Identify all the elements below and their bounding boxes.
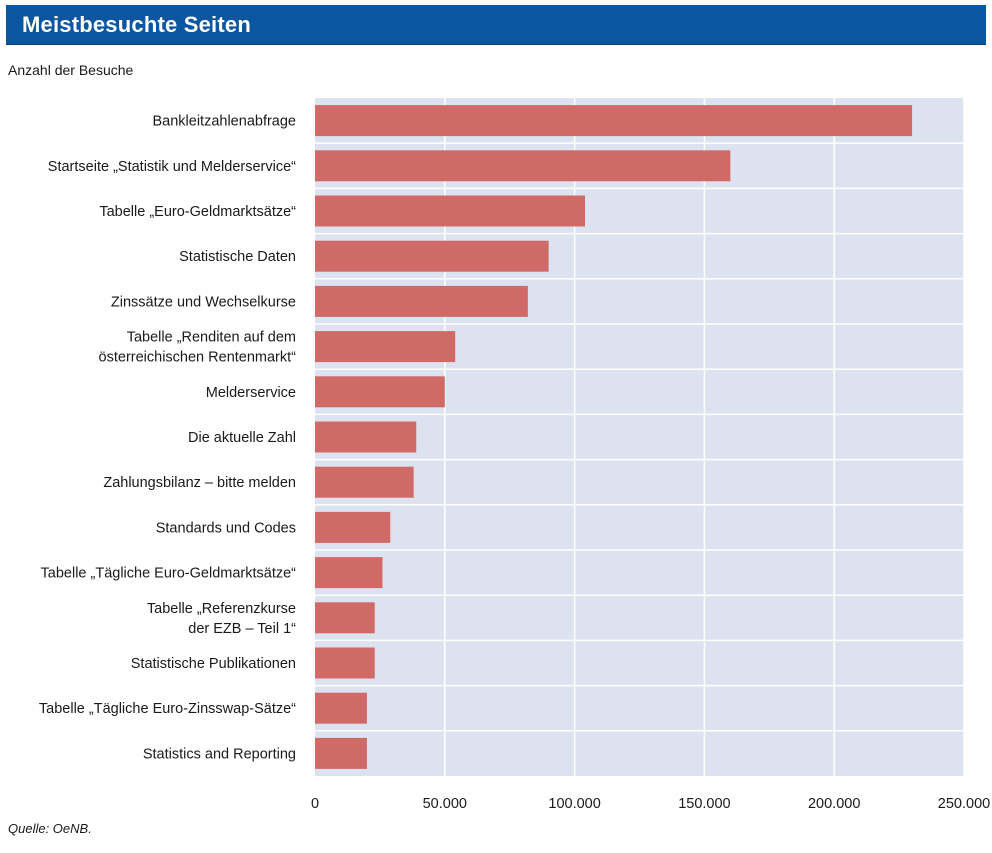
source-note: Quelle: OeNB.: [8, 821, 92, 836]
category-label-line: österreichischen Rentenmarkt“: [99, 350, 297, 366]
category-label-line: Startseite „Statistik und Melderservice“: [48, 159, 296, 175]
category-label-line: Tabelle „Euro-Geldmarktsätze“: [99, 204, 296, 220]
bar: [315, 602, 375, 634]
category-label: Statistics and Reporting: [143, 746, 296, 762]
chart-title-bar: Meistbesuchte Seiten: [6, 5, 986, 45]
category-label-line: Melderservice: [206, 385, 296, 401]
bar: [315, 466, 414, 498]
bar: [315, 195, 585, 227]
category-label-line: Statistics and Reporting: [143, 746, 296, 762]
category-label: Statistische Publikationen: [131, 656, 296, 672]
x-tick-label: 250.000: [938, 796, 990, 812]
category-label-line: Zahlungsbilanz – bitte melden: [103, 475, 296, 491]
chart-subtitle: Anzahl der Besuche: [8, 62, 134, 78]
x-tick-label: 100.000: [548, 796, 600, 812]
x-tick-label: 50.000: [423, 796, 467, 812]
category-label-line: der EZB – Teil 1“: [188, 621, 296, 637]
category-label-line: Standards und Codes: [156, 520, 296, 536]
bar: [315, 105, 913, 137]
category-label: Startseite „Statistik und Melderservice“: [48, 159, 296, 175]
bar: [315, 511, 391, 543]
category-label-line: Zinssätze und Wechselkurse: [111, 294, 296, 310]
bar: [315, 376, 445, 408]
category-label: Zahlungsbilanz – bitte melden: [103, 475, 296, 491]
bar: [315, 647, 375, 679]
bar: [315, 240, 549, 272]
category-label-line: Statistische Publikationen: [131, 656, 296, 672]
bar: [315, 692, 367, 724]
category-label: Tabelle „Euro-Geldmarktsätze“: [99, 204, 296, 220]
category-label: Standards und Codes: [156, 520, 296, 536]
x-tick-label: 150.000: [678, 796, 730, 812]
x-tick-label: 0: [311, 796, 319, 812]
bar: [315, 285, 528, 317]
category-label: Tabelle „Tägliche Euro-Zinsswap-Sätze“: [39, 701, 296, 717]
category-label: Tabelle „Tägliche Euro-Geldmarktsätze“: [41, 566, 297, 582]
category-label: Tabelle „Renditen auf dem österreichische…: [99, 330, 297, 366]
chart-title: Meistbesuchte Seiten: [22, 12, 251, 37]
x-tick-label: 200.000: [808, 796, 860, 812]
category-label-line: Statistische Daten: [179, 249, 296, 265]
category-label-line: Tabelle „Tägliche Euro-Zinsswap-Sätze“: [39, 701, 296, 717]
bar: [315, 331, 456, 363]
category-label-line: Tabelle „Referenzkurse: [147, 601, 296, 617]
category-label: Melderservice: [206, 385, 296, 401]
category-label: Bankleitzahlenabfrage: [153, 114, 297, 130]
category-label-line: Tabelle „Renditen auf dem: [127, 330, 296, 346]
category-label: Statistische Daten: [179, 249, 296, 265]
category-label: Zinssätze und Wechselkurse: [111, 294, 296, 310]
category-label-line: Die aktuelle Zahl: [188, 430, 296, 446]
category-label: Tabelle „Referenzkurse der EZB – Teil 1“: [147, 601, 296, 637]
bar: [315, 737, 367, 769]
bar: [315, 421, 417, 453]
category-label: Die aktuelle Zahl: [188, 430, 296, 446]
bar: [315, 150, 731, 182]
category-label-line: Tabelle „Tägliche Euro-Geldmarktsätze“: [41, 566, 297, 582]
bar: [315, 557, 383, 589]
category-label-line: Bankleitzahlenabfrage: [153, 114, 297, 130]
